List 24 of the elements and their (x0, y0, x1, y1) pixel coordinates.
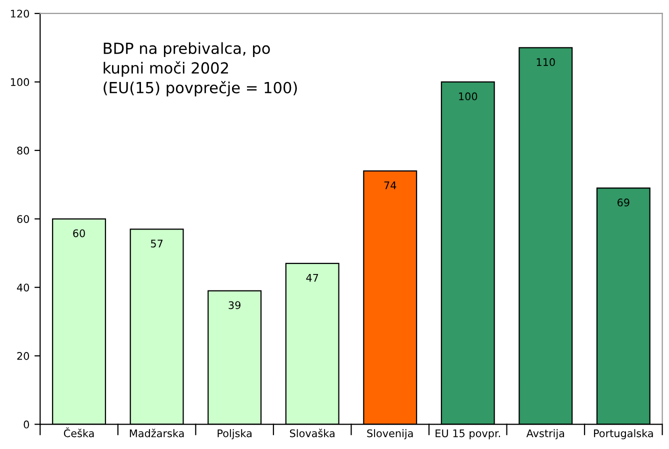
x-tick-label: EU 15 povpr. (436, 429, 500, 440)
data-label: 47 (306, 274, 318, 282)
data-label: 110 (536, 58, 555, 66)
data-label: 57 (150, 240, 163, 248)
y-tick-label: 40 (16, 284, 30, 292)
y-tick-label: 0 (24, 420, 30, 428)
x-tick-label: Avstrija (526, 429, 564, 440)
x-tick-label: Portugalska (594, 429, 653, 440)
data-label: 100 (459, 92, 478, 100)
x-tick-label: Poljska (218, 429, 252, 440)
data-label: 74 (384, 182, 396, 190)
text: BDP na prebivalca, po kupni moči 2002 (EU(15) povprečje = 100) (104, 42, 297, 96)
x-tick-label: Madžarska (130, 428, 184, 438)
y-tick-label: 100 (10, 78, 30, 86)
y-tick-label: 80 (17, 146, 30, 155)
data-label: 69 (618, 198, 630, 206)
data-label: 39 (228, 301, 240, 310)
y-tick-label: 60 (17, 215, 30, 223)
x-tick-label: Češka (64, 427, 94, 438)
y-tick-label: 20 (17, 352, 30, 360)
x-tick-label: Slovaška (290, 428, 334, 438)
x-tick-label: Slovenija (367, 429, 413, 440)
data-label: 60 (73, 229, 85, 238)
y-tick-label: 120 (10, 10, 30, 18)
